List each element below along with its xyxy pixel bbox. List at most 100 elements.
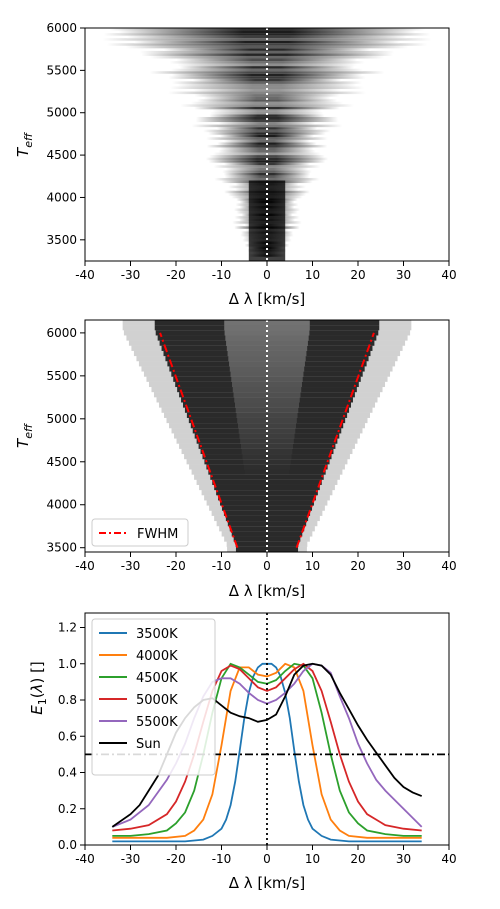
heatmap-row-band bbox=[165, 356, 369, 362]
y-ticks: 3500 4000 4500 5000 5500 6000 bbox=[46, 326, 85, 555]
y-tick-label: 5500 bbox=[46, 63, 77, 77]
legend-label-4500k: 4500K bbox=[136, 671, 178, 686]
heatmap-row-band bbox=[229, 526, 305, 532]
heatmap-row-band bbox=[227, 521, 307, 527]
y-tick-label: 4000 bbox=[46, 498, 77, 512]
y-tick-label: 4500 bbox=[46, 455, 77, 469]
x-tick-label: -10 bbox=[212, 268, 232, 282]
heatmap-row-band bbox=[221, 505, 313, 511]
heatmap-row bbox=[194, 94, 340, 97]
heatmap-row bbox=[192, 78, 342, 82]
legend: FWHM bbox=[91, 518, 189, 547]
heatmap-row-gap bbox=[224, 330, 310, 336]
heatmap-row-band bbox=[218, 495, 316, 501]
legend-label-sun: Sun bbox=[136, 737, 161, 752]
heatmap-row bbox=[179, 66, 355, 69]
x-tick-label: 30 bbox=[396, 559, 411, 573]
legend-label-fwhm: FWHM bbox=[137, 527, 178, 542]
y-tick-label: 6000 bbox=[46, 326, 77, 340]
panel-top-heatmap: -40 -30 -20 -10 0 10 20 30 40 3500 4000 4500 5000 55… bbox=[14, 21, 457, 308]
heatmap-row-gap bbox=[231, 376, 303, 382]
y-tick-label: 4000 bbox=[46, 190, 77, 204]
heatmap-row-band bbox=[225, 515, 309, 522]
heatmap-row-band bbox=[157, 335, 377, 341]
x-tick-label: 10 bbox=[305, 268, 320, 282]
heatmap-row-band bbox=[163, 350, 371, 357]
heatmap-row-band bbox=[212, 479, 322, 485]
heatmap-row bbox=[170, 86, 364, 90]
heatmap-row bbox=[169, 61, 365, 64]
heatmap-row-band bbox=[235, 541, 299, 547]
heatmap-row bbox=[220, 134, 314, 138]
x-tick-label: 20 bbox=[350, 852, 365, 866]
legend-label-3500k: 3500K bbox=[136, 627, 178, 642]
x-tick-label: 0 bbox=[263, 852, 271, 866]
heatmap-row-band bbox=[223, 510, 311, 516]
heatmap-row bbox=[195, 119, 339, 123]
x-tick-label: -30 bbox=[121, 559, 141, 573]
y-tick-label: 6000 bbox=[46, 21, 77, 35]
x-tick-label: -40 bbox=[75, 268, 95, 282]
y-tick-label: 0.0 bbox=[58, 838, 77, 852]
heatmap-row-band bbox=[181, 397, 353, 403]
heatmap-row bbox=[180, 104, 354, 107]
heatmap-row-band bbox=[177, 387, 357, 393]
heatmap-row-band bbox=[216, 490, 318, 496]
fwhm-line-right bbox=[295, 332, 375, 549]
y-tick-label: 5000 bbox=[46, 412, 77, 426]
heatmap-row bbox=[222, 170, 312, 173]
heatmap-row bbox=[171, 81, 363, 84]
x-axis-label: Δ λ [km/s] bbox=[229, 290, 306, 308]
y-tick-label: 4500 bbox=[46, 148, 77, 162]
heatmap-row bbox=[134, 40, 400, 44]
heatmap-row-band bbox=[210, 474, 324, 480]
heatmap-row bbox=[209, 114, 325, 117]
heatmap-row bbox=[212, 109, 322, 112]
y-tick-label: 0.2 bbox=[58, 802, 77, 816]
heatmap-row-band bbox=[159, 340, 375, 346]
heatmap-row-band bbox=[161, 345, 373, 351]
heatmap-row bbox=[209, 155, 325, 158]
series-line-4000k bbox=[112, 662, 422, 839]
heatmap-row bbox=[203, 129, 331, 133]
heatmap-row-band bbox=[208, 469, 326, 475]
x-tick-label: 20 bbox=[350, 268, 365, 282]
legend-label-4000k: 4000K bbox=[136, 649, 178, 664]
legend-label-5000k: 5000K bbox=[136, 693, 178, 708]
panel-middle-heatmap: -40 -30 -20 -10 0 10 20 30 40 3500 4000 4500 5000 55… bbox=[14, 319, 457, 600]
heatmap-row bbox=[126, 35, 408, 39]
heatmap-row bbox=[193, 89, 341, 92]
y-tick-label: 0.6 bbox=[58, 729, 77, 743]
heatmap-row-band bbox=[233, 536, 301, 542]
heatmap-row-band bbox=[179, 392, 355, 398]
x-tick-label: 20 bbox=[350, 559, 365, 573]
heatmap-row bbox=[213, 165, 321, 168]
x-ticks: -40 -30 -20 -10 0 10 20 30 40 bbox=[75, 845, 457, 866]
x-tick-label: 10 bbox=[305, 559, 320, 573]
heatmap-row bbox=[223, 139, 311, 143]
y-tick-label: 0.8 bbox=[58, 693, 77, 707]
heatmap-row-gap bbox=[225, 335, 309, 341]
x-axis-label: Δ λ [km/s] bbox=[229, 874, 306, 892]
heatmap-row-band bbox=[154, 325, 380, 331]
heatmap-row bbox=[206, 144, 328, 148]
heatmap-row-band bbox=[155, 330, 379, 336]
heatmap-row-gap bbox=[228, 356, 306, 362]
x-tick-label: -40 bbox=[75, 852, 95, 866]
fwhm-line-left bbox=[159, 332, 239, 549]
heatmap-row-band bbox=[167, 361, 367, 367]
x-tick-label: 30 bbox=[396, 268, 411, 282]
heatmap-row bbox=[149, 55, 385, 59]
heatmap-row-band bbox=[214, 484, 320, 491]
x-axis-label: Δ λ [km/s] bbox=[229, 582, 306, 600]
series-line-5000k bbox=[112, 662, 422, 832]
heatmap-row-gap bbox=[226, 345, 308, 351]
heatmap-row-band bbox=[154, 320, 380, 326]
heatmap-row-gap bbox=[232, 381, 302, 388]
heatmap-row-gap bbox=[224, 325, 310, 331]
y-tick-label: 5500 bbox=[46, 369, 77, 383]
y-tick-label: 1.0 bbox=[58, 657, 77, 671]
x-tick-label: -40 bbox=[75, 559, 95, 573]
heatmap-row-gap bbox=[229, 361, 305, 367]
fwhm-lines bbox=[159, 332, 375, 549]
